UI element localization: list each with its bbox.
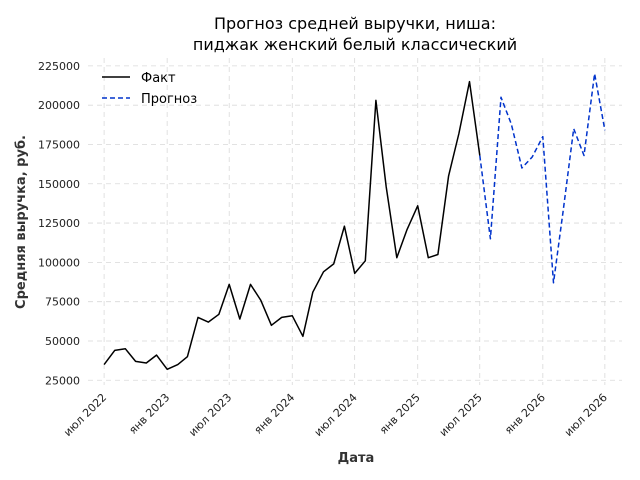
- data-point-fact: [260, 299, 262, 301]
- y-tick-label: 225000: [38, 60, 80, 73]
- x-tick-label: янв 2025: [377, 391, 423, 437]
- data-point-fact: [177, 363, 179, 365]
- data-point-fact: [417, 205, 419, 207]
- x-tick-label: янв 2024: [252, 391, 298, 437]
- data-point-fact: [291, 315, 293, 317]
- data-point-fact: [186, 356, 188, 358]
- data-point-fact: [447, 175, 449, 177]
- data-point-forecast: [542, 135, 544, 137]
- y-tick-label: 75000: [45, 296, 80, 309]
- data-point-fact: [155, 354, 157, 356]
- y-axis-label: Средняя выручка, руб.: [14, 135, 29, 309]
- data-point-fact: [302, 335, 304, 337]
- data-point-fact: [239, 318, 241, 320]
- legend-label-forecast: Прогноз: [141, 92, 197, 107]
- data-point-forecast: [489, 238, 491, 240]
- x-tick-label: июл 2023: [186, 391, 234, 439]
- data-point-fact: [270, 324, 272, 326]
- x-tick-label: янв 2026: [502, 391, 548, 437]
- series-line-fact: [103, 80, 481, 371]
- data-point-fact: [364, 260, 366, 262]
- y-tick-label: 125000: [38, 217, 80, 230]
- data-point-fact: [427, 256, 429, 258]
- data-point-fact: [396, 256, 398, 258]
- chart-title: Прогноз средней выручки, ниша:: [214, 14, 496, 33]
- data-point-fact: [437, 253, 439, 255]
- data-point-fact: [103, 363, 105, 365]
- y-axis-ticks: 25000 50000 75000 100000 125000 150000 175000 2…: [38, 60, 80, 387]
- data-point-forecast: [562, 211, 564, 213]
- data-point-forecast: [500, 96, 502, 98]
- data-point-fact: [134, 360, 136, 362]
- x-tick-label: июл 2024: [312, 391, 360, 439]
- data-point-forecast: [510, 123, 512, 125]
- data-point-forecast: [604, 129, 606, 131]
- x-axis-ticks: июл 2022 янв 2023 июл 2023 янв 2024 июл 2024…: [61, 391, 610, 439]
- data-point-fact: [458, 132, 460, 134]
- data-point-fact: [385, 186, 387, 188]
- data-point-forecast: [593, 73, 595, 75]
- grid: [88, 58, 622, 385]
- data-point-fact: [406, 228, 408, 230]
- data-point-fact: [207, 321, 209, 323]
- x-tick-label: июл 2022: [61, 391, 109, 439]
- data-point-fact: [343, 225, 345, 227]
- y-tick-label: 200000: [38, 99, 80, 112]
- data-point-fact: [218, 313, 220, 315]
- x-tick-label: янв 2023: [126, 391, 172, 437]
- data-point-fact: [375, 99, 377, 101]
- data-point-forecast: [531, 156, 533, 158]
- data-point-fact: [333, 263, 335, 265]
- data-point-fact: [322, 271, 324, 273]
- y-tick-label: 50000: [45, 335, 80, 348]
- series-layer: [103, 72, 606, 371]
- chart-subtitle: пиджак женский белый классический: [193, 35, 517, 54]
- data-point-fact: [124, 348, 126, 350]
- x-tick-label: июл 2025: [437, 391, 485, 439]
- legend-label-fact: Факт: [141, 71, 176, 86]
- data-point-fact: [228, 283, 230, 285]
- data-point-fact: [145, 362, 147, 364]
- x-axis-label: Дата: [338, 451, 375, 466]
- data-point-fact: [197, 316, 199, 318]
- series-line-forecast: [479, 72, 606, 284]
- data-point-fact: [166, 368, 168, 370]
- x-tick-label: июл 2026: [562, 391, 610, 439]
- data-point-fact: [353, 272, 355, 274]
- data-point-fact: [280, 316, 282, 318]
- data-point-fact: [114, 349, 116, 351]
- y-tick-label: 25000: [45, 374, 80, 387]
- data-point-forecast: [583, 154, 585, 156]
- data-point-fact: [312, 291, 314, 293]
- data-point-forecast: [552, 282, 554, 284]
- y-tick-label: 175000: [38, 138, 80, 151]
- data-point-fact: [468, 80, 470, 82]
- y-tick-label: 150000: [38, 178, 80, 191]
- legend: Факт Прогноз: [102, 71, 197, 107]
- y-tick-label: 100000: [38, 256, 80, 269]
- data-point-forecast: [479, 154, 481, 156]
- data-point-forecast: [521, 167, 523, 169]
- data-point-forecast: [572, 128, 574, 130]
- data-point-fact: [249, 283, 251, 285]
